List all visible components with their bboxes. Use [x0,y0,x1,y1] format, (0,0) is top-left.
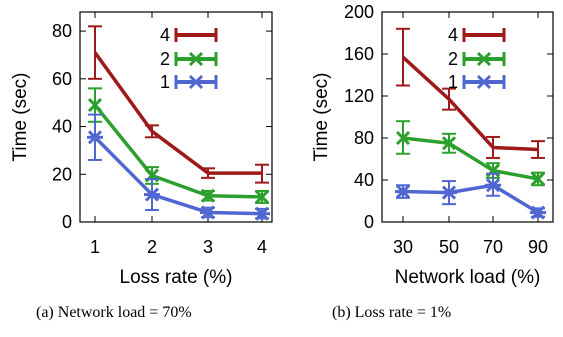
series-4 [396,27,545,159]
data-point [144,187,160,202]
legend-marker-4 [174,28,218,42]
y-tick-label: 20 [52,164,72,184]
legend-marker-2 [462,51,506,67]
error-bar [531,140,545,159]
y-tick-label: 60 [52,69,72,89]
y-axis-label: Time (sec) [311,72,332,161]
data-point [395,130,411,146]
error-bar [201,167,215,179]
error-bar [145,124,159,139]
plot-frame [79,11,273,223]
series-1 [87,113,270,221]
x-tick-label: 4 [257,237,267,257]
y-tick-label: 160 [344,44,374,64]
caption-a: (a) Network load = 70% [36,304,192,321]
series-line [401,55,539,152]
error-bar [255,163,269,184]
data-point [254,189,270,205]
series-line [402,136,539,181]
chart-b: 0 40 80 120 160 200 30 50 70 90 Network load (%) Ti… [311,2,554,288]
data-point [441,136,457,151]
legend-marker-2 [174,51,218,67]
data-point [200,205,216,220]
x-tick-label: 30 [393,237,413,257]
x-tick-label: 2 [147,237,157,257]
data-point [530,171,546,187]
legend-label-2: 2 [160,49,170,69]
series-line [402,183,539,215]
data-point [87,98,103,113]
data-point [441,185,457,200]
y-tick-label: 200 [344,2,374,22]
series-2 [395,120,546,187]
error-bar [486,135,500,159]
data-point [254,206,270,221]
data-point [485,178,501,193]
error-bar [396,27,410,87]
legend-marker-1 [174,74,218,90]
data-point [395,184,411,199]
y-tick-label: 0 [62,212,72,232]
legend-label-4: 4 [160,25,170,45]
legend-marker-4 [462,28,506,42]
y-tick-label: 80 [354,128,374,148]
series-4 [88,25,269,184]
plot-frame [381,11,554,223]
series-line [93,51,262,175]
y-tick-label: 40 [354,170,374,190]
x-axis-label: Loss rate (%) [120,267,233,288]
legend-label-1: 1 [448,72,458,92]
data-point [87,130,103,145]
legend-label-2: 2 [448,49,458,69]
data-point [200,188,216,203]
x-tick-label: 1 [90,237,100,257]
legend-marker-1 [462,74,506,90]
y-tick-label: 120 [344,86,374,106]
y-tick-label: 80 [52,21,72,41]
x-axis-label: Network load (%) [395,267,541,288]
x-tick-label: 90 [528,237,548,257]
data-point [530,205,546,220]
caption-b: (b) Loss rate = 1% [332,304,452,321]
series-1 [395,172,546,220]
y-axis-label: Time (sec) [10,72,31,161]
x-tick-label: 3 [203,237,213,257]
chart-a: 0 20 40 60 80 1 2 3 4 Loss rate (%) Time (sec) 4 2 1 [10,11,273,288]
y-tick-label: 0 [364,212,374,232]
legend-label-1: 1 [160,72,170,92]
legend-label-4: 4 [448,25,458,45]
series-line [93,103,263,199]
error-bar [88,25,102,80]
x-tick-label: 70 [483,237,503,257]
error-bar [442,87,456,111]
y-tick-label: 40 [52,117,72,137]
x-tick-label: 50 [439,237,459,257]
series-2 [87,87,270,205]
series-line [93,136,263,216]
